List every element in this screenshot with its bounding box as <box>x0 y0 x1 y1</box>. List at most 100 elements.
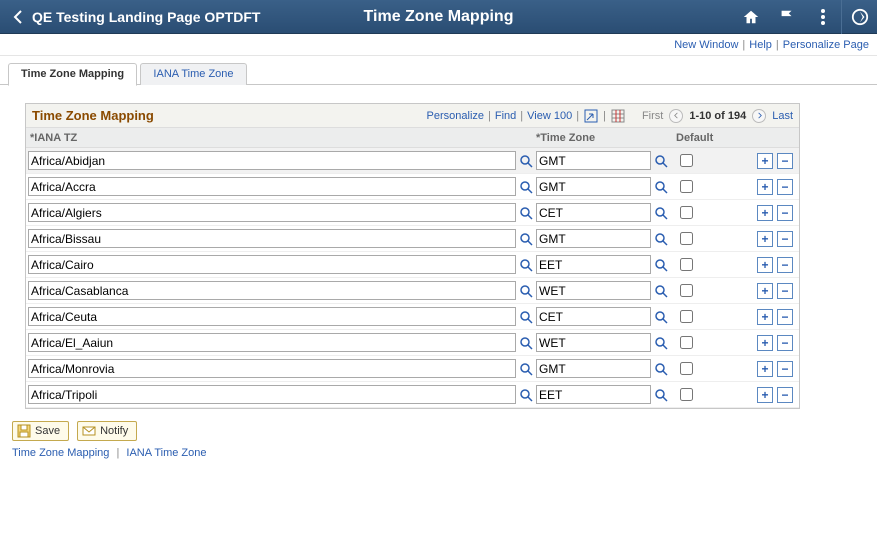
delete-row-button[interactable]: − <box>777 153 793 169</box>
iana-tz-input[interactable] <box>28 203 516 222</box>
default-checkbox[interactable] <box>680 388 693 401</box>
actions-menu-icon[interactable] <box>805 0 841 34</box>
default-checkbox[interactable] <box>680 336 693 349</box>
add-row-button[interactable]: + <box>757 179 773 195</box>
delete-row-button[interactable]: − <box>777 231 793 247</box>
delete-row-button[interactable]: − <box>777 179 793 195</box>
grid-last-link[interactable]: Last <box>772 110 793 122</box>
lookup-iana-icon[interactable] <box>518 335 534 351</box>
lookup-tz-icon[interactable] <box>653 231 669 247</box>
iana-tz-input[interactable] <box>28 229 516 248</box>
navbar-icon[interactable] <box>841 0 877 34</box>
lookup-tz-icon[interactable] <box>653 387 669 403</box>
add-row-button[interactable]: + <box>757 205 773 221</box>
delete-row-button[interactable]: − <box>777 283 793 299</box>
lookup-tz-icon[interactable] <box>653 335 669 351</box>
lookup-iana-icon[interactable] <box>518 361 534 377</box>
lookup-iana-icon[interactable] <box>518 205 534 221</box>
add-row-button[interactable]: + <box>757 387 773 403</box>
lookup-tz-icon[interactable] <box>653 283 669 299</box>
lookup-tz-icon[interactable] <box>653 361 669 377</box>
default-checkbox[interactable] <box>680 284 693 297</box>
table-row: +− <box>26 304 799 330</box>
default-checkbox[interactable] <box>680 154 693 167</box>
add-row-button[interactable]: + <box>757 283 773 299</box>
lookup-tz-icon[interactable] <box>653 153 669 169</box>
delete-row-button[interactable]: − <box>777 361 793 377</box>
delete-row-button[interactable]: − <box>777 335 793 351</box>
delete-row-button[interactable]: − <box>777 387 793 403</box>
add-row-button[interactable]: + <box>757 231 773 247</box>
notify-button-label: Notify <box>100 425 128 437</box>
lookup-iana-icon[interactable] <box>518 283 534 299</box>
iana-tz-input[interactable] <box>28 177 516 196</box>
table-row: +− <box>26 200 799 226</box>
time-zone-input[interactable] <box>536 359 651 378</box>
iana-tz-input[interactable] <box>28 307 516 326</box>
time-zone-input[interactable] <box>536 229 651 248</box>
add-row-button[interactable]: + <box>757 335 773 351</box>
delete-row-button[interactable]: − <box>777 257 793 273</box>
iana-tz-input[interactable] <box>28 385 516 404</box>
lookup-tz-icon[interactable] <box>653 179 669 195</box>
grid-personalize-link[interactable]: Personalize <box>427 110 484 122</box>
time-zone-input[interactable] <box>536 385 651 404</box>
lookup-iana-icon[interactable] <box>518 309 534 325</box>
delete-row-button[interactable]: − <box>777 309 793 325</box>
breadcrumb[interactable]: QE Testing Landing Page OPTDFT <box>32 9 260 25</box>
grid-find-link[interactable]: Find <box>495 110 516 122</box>
home-icon[interactable] <box>733 0 769 34</box>
default-checkbox[interactable] <box>680 206 693 219</box>
iana-tz-input[interactable] <box>28 151 516 170</box>
default-checkbox[interactable] <box>680 310 693 323</box>
time-zone-input[interactable] <box>536 177 651 196</box>
lookup-iana-icon[interactable] <box>518 153 534 169</box>
notify-button[interactable]: Notify <box>77 421 137 441</box>
grid-first-link[interactable]: First <box>642 110 663 122</box>
default-checkbox[interactable] <box>680 258 693 271</box>
download-grid-icon[interactable] <box>610 108 626 124</box>
tab-time-zone-mapping[interactable]: Time Zone Mapping <box>8 63 137 86</box>
app-header: QE Testing Landing Page OPTDFT Time Zone… <box>0 0 877 34</box>
divider: | <box>776 39 779 51</box>
time-zone-input[interactable] <box>536 307 651 326</box>
iana-tz-input[interactable] <box>28 333 516 352</box>
back-button[interactable] <box>6 5 30 29</box>
delete-row-button[interactable]: − <box>777 205 793 221</box>
lookup-iana-icon[interactable] <box>518 257 534 273</box>
lookup-tz-icon[interactable] <box>653 205 669 221</box>
personalize-page-link[interactable]: Personalize Page <box>783 39 869 51</box>
lookup-iana-icon[interactable] <box>518 387 534 403</box>
iana-tz-input[interactable] <box>28 281 516 300</box>
zoom-grid-icon[interactable] <box>583 108 599 124</box>
iana-tz-input[interactable] <box>28 255 516 274</box>
iana-tz-input[interactable] <box>28 359 516 378</box>
flag-icon[interactable] <box>769 0 805 34</box>
add-row-button[interactable]: + <box>757 153 773 169</box>
bottom-link-iana-time-zone[interactable]: IANA Time Zone <box>126 447 206 459</box>
lookup-tz-icon[interactable] <box>653 257 669 273</box>
bottom-link-time-zone-mapping[interactable]: Time Zone Mapping <box>12 447 109 459</box>
default-checkbox[interactable] <box>680 232 693 245</box>
action-buttons: Save Notify <box>12 421 867 441</box>
add-row-button[interactable]: + <box>757 361 773 377</box>
lookup-iana-icon[interactable] <box>518 179 534 195</box>
time-zone-input[interactable] <box>536 255 651 274</box>
add-row-button[interactable]: + <box>757 309 773 325</box>
tab-iana-time-zone[interactable]: IANA Time Zone <box>140 63 246 85</box>
time-zone-input[interactable] <box>536 333 651 352</box>
help-link[interactable]: Help <box>749 39 772 51</box>
default-checkbox[interactable] <box>680 180 693 193</box>
lookup-iana-icon[interactable] <box>518 231 534 247</box>
add-row-button[interactable]: + <box>757 257 773 273</box>
time-zone-input[interactable] <box>536 281 651 300</box>
new-window-link[interactable]: New Window <box>674 39 738 51</box>
time-zone-input[interactable] <box>536 151 651 170</box>
save-button[interactable]: Save <box>12 421 69 441</box>
time-zone-input[interactable] <box>536 203 651 222</box>
grid-prev-button[interactable] <box>669 109 683 123</box>
grid-next-button[interactable] <box>752 109 766 123</box>
lookup-tz-icon[interactable] <box>653 309 669 325</box>
default-checkbox[interactable] <box>680 362 693 375</box>
grid-view100-link[interactable]: View 100 <box>527 110 572 122</box>
